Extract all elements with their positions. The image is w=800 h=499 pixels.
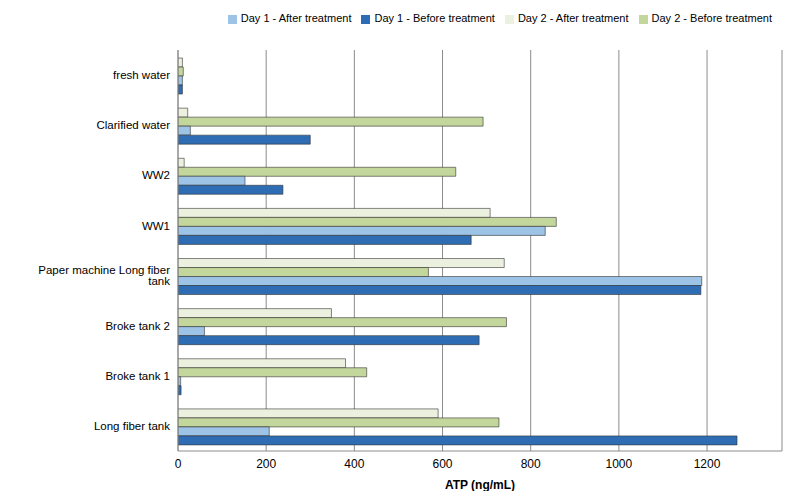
svg-text:600: 600 [433,457,453,471]
svg-text:0: 0 [175,457,182,471]
svg-text:Broke tank 2: Broke tank 2 [105,320,170,332]
svg-text:200: 200 [256,457,276,471]
svg-text:1200: 1200 [694,457,721,471]
svg-text:Broke tank 1: Broke tank 1 [105,370,170,382]
svg-text:Clarified water: Clarified water [97,119,171,131]
svg-text:Long fiber tank: Long fiber tank [94,420,170,432]
html-text:Day 2 - After treatment: Day 2 - After treatment [517,12,629,24]
svg-text:fresh water: fresh water [113,69,170,81]
svg-text:WW1: WW1 [142,220,170,232]
html-text:Day 1 - After treatment: Day 1 - After treatment [240,12,352,24]
svg-text:400: 400 [344,457,364,471]
html-text:Day 1 - Before treatment: Day 1 - Before treatment [374,12,495,24]
svg-text:ATP (ng/mL): ATP (ng/mL) [445,478,515,491]
svg-text:800: 800 [521,457,541,471]
html-text:Day 2 - Before treatment: Day 2 - Before treatment [651,12,772,24]
svg-text:WW2: WW2 [142,169,170,181]
svg-text:Paper machine Long fibertank: Paper machine Long fibertank [38,264,170,288]
svg-text:1000: 1000 [606,457,633,471]
